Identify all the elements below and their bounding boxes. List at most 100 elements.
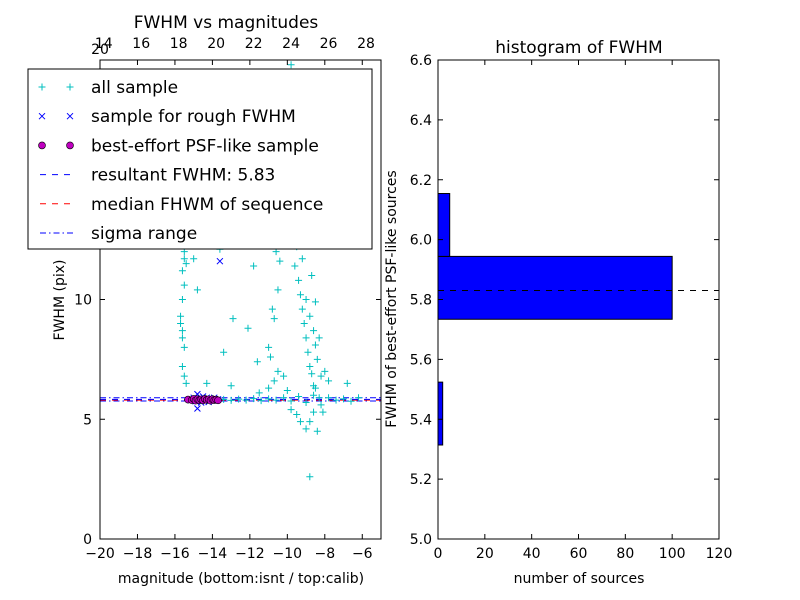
top-axis-tick-label: 14: [95, 36, 113, 52]
all-sample-point: [300, 319, 308, 327]
scatter-axes-ticks: −20 −18 −16 −14 −12 −10 −8 −6 14 16 18 20 22 24 26 28 0 5…: [74, 36, 381, 562]
legend-entry: all sample: [38, 78, 178, 98]
all-sample-point: [257, 397, 265, 405]
all-sample-point: [313, 427, 321, 435]
all-sample-point: [313, 355, 321, 363]
all-sample-point: [190, 255, 198, 263]
histogram-x-tick-label: 60: [570, 546, 588, 562]
histogram-y-tick-label: 5.6: [410, 352, 432, 368]
scatter-x-tick-label: −16: [160, 546, 190, 562]
histogram-y-tick-label: 6.2: [410, 173, 432, 189]
all-sample-point: [255, 389, 263, 397]
all-sample-point: [321, 367, 329, 375]
scatter-x-axis-label: magnitude (bottom:isnt / top:calib): [118, 571, 364, 587]
all-sample-point: [308, 272, 316, 280]
all-sample-point: [295, 276, 303, 284]
all-sample-point: [178, 334, 186, 342]
legend-label: median FHWM of sequence: [91, 195, 323, 215]
all-sample-point: [193, 286, 201, 294]
legend-entries: all sample sample for rough FWHM best-effo…: [38, 78, 323, 244]
top-axis-tick-label: 26: [320, 36, 338, 52]
all-sample-point: [270, 315, 278, 323]
all-sample-point: [310, 382, 318, 390]
legend-frame: [27, 68, 373, 250]
all-sample-point: [287, 61, 295, 69]
top-axis-tick-label: 28: [357, 36, 375, 52]
all-sample-point: [295, 392, 303, 400]
all-sample-point: [310, 391, 318, 399]
histogram-y-tick-label: 5.4: [410, 412, 432, 428]
scatter-y-tick-label: 5: [83, 412, 92, 428]
all-sample-point: [280, 394, 288, 402]
all-sample-point: [242, 396, 250, 404]
scatter-x-tick-label: −12: [235, 546, 265, 562]
all-sample-point: [250, 395, 258, 403]
legend-entry: resultant FWHM: 5.83: [40, 166, 275, 186]
all-sample-point: [229, 315, 237, 323]
all-sample-point: [302, 296, 310, 303]
histogram-bar: [437, 193, 451, 257]
all-sample-point: [325, 394, 333, 402]
histogram-x-tick-label: 100: [659, 546, 686, 562]
all-sample-point: [332, 396, 340, 404]
all-sample-point: [306, 363, 314, 371]
legend-entry: sample for rough FWHM: [38, 107, 296, 127]
histogram-y-tick-label: 6.4: [410, 113, 432, 129]
legend-label: sigma range: [91, 224, 197, 244]
all-sample-point: [266, 353, 274, 361]
top-axis-tick-label: 22: [245, 36, 263, 52]
all-sample-point: [304, 348, 312, 356]
all-sample-point: [203, 379, 211, 387]
all-sample-point: [265, 343, 273, 351]
histogram-bar: [437, 381, 444, 446]
all-sample-point: [182, 379, 190, 387]
all-sample-point: [253, 358, 261, 366]
scatter-x-tick-label: −18: [123, 546, 153, 562]
scatter-y-axis-label: FWHM (pix): [52, 260, 68, 341]
histogram-panel: histogram of FWHM 0 20 40 60 80 100 120 5.0 5.2 5…: [384, 38, 732, 587]
histogram-y-tick-label: 5.8: [410, 293, 432, 309]
all-sample-point: [227, 396, 235, 404]
all-sample-point: [291, 262, 299, 270]
legend-marker: [66, 141, 74, 150]
legend-entry: best-effort PSF-like sample: [38, 136, 319, 156]
legend-entry: median FHWM of sequence: [40, 195, 323, 215]
scatter-x-tick-label: −20: [85, 546, 115, 562]
all-sample-point: [182, 260, 190, 268]
all-sample-point: [177, 312, 185, 320]
scatter-title: FWHM vs magnitudes: [134, 13, 319, 33]
all-sample-point: [306, 418, 314, 426]
histogram-axes-ticks: 0 20 40 60 80 100 120 5.0 5.2 5.4 5.6 5.8 6.0 6.2 6.4 6…: [410, 53, 733, 562]
all-sample-point: [302, 334, 310, 342]
all-sample-point: [298, 305, 306, 313]
all-sample-point: [308, 370, 316, 378]
all-sample-point: [315, 394, 323, 402]
all-sample-point: [310, 327, 318, 335]
top-axis-tick-label: 20: [207, 36, 225, 52]
legend-label: sample for rough FWHM: [91, 107, 296, 127]
all-sample-point: [244, 324, 252, 332]
histogram-x-tick-label: 20: [476, 546, 494, 562]
all-sample-point: [302, 425, 310, 433]
top-axis-tick-label: 18: [170, 36, 188, 52]
all-sample-point: [178, 363, 186, 371]
all-sample-point: [306, 312, 314, 320]
scatter-x-tick-label: −10: [273, 546, 303, 562]
histogram-y-tick-label: 5.0: [410, 532, 432, 548]
rough-fwhm-point: [216, 257, 224, 265]
all-sample-point: [265, 384, 273, 392]
all-sample-point: [250, 262, 258, 270]
histogram-title: histogram of FWHM: [495, 38, 662, 58]
all-sample-point: [287, 406, 295, 414]
legend-label: best-effort PSF-like sample: [91, 136, 319, 156]
all-sample-point: [270, 377, 278, 385]
all-sample-point: [180, 281, 188, 289]
legend-marker: [66, 83, 74, 91]
all-sample-point: [178, 327, 186, 335]
histogram-x-tick-label: 0: [434, 546, 443, 562]
scatter-x-tick-label: −14: [198, 546, 228, 562]
histogram-data-layer: [437, 193, 719, 446]
scatter-y-tick-label: 10: [74, 293, 92, 309]
all-sample-point: [283, 387, 291, 395]
all-sample-point: [296, 418, 304, 426]
